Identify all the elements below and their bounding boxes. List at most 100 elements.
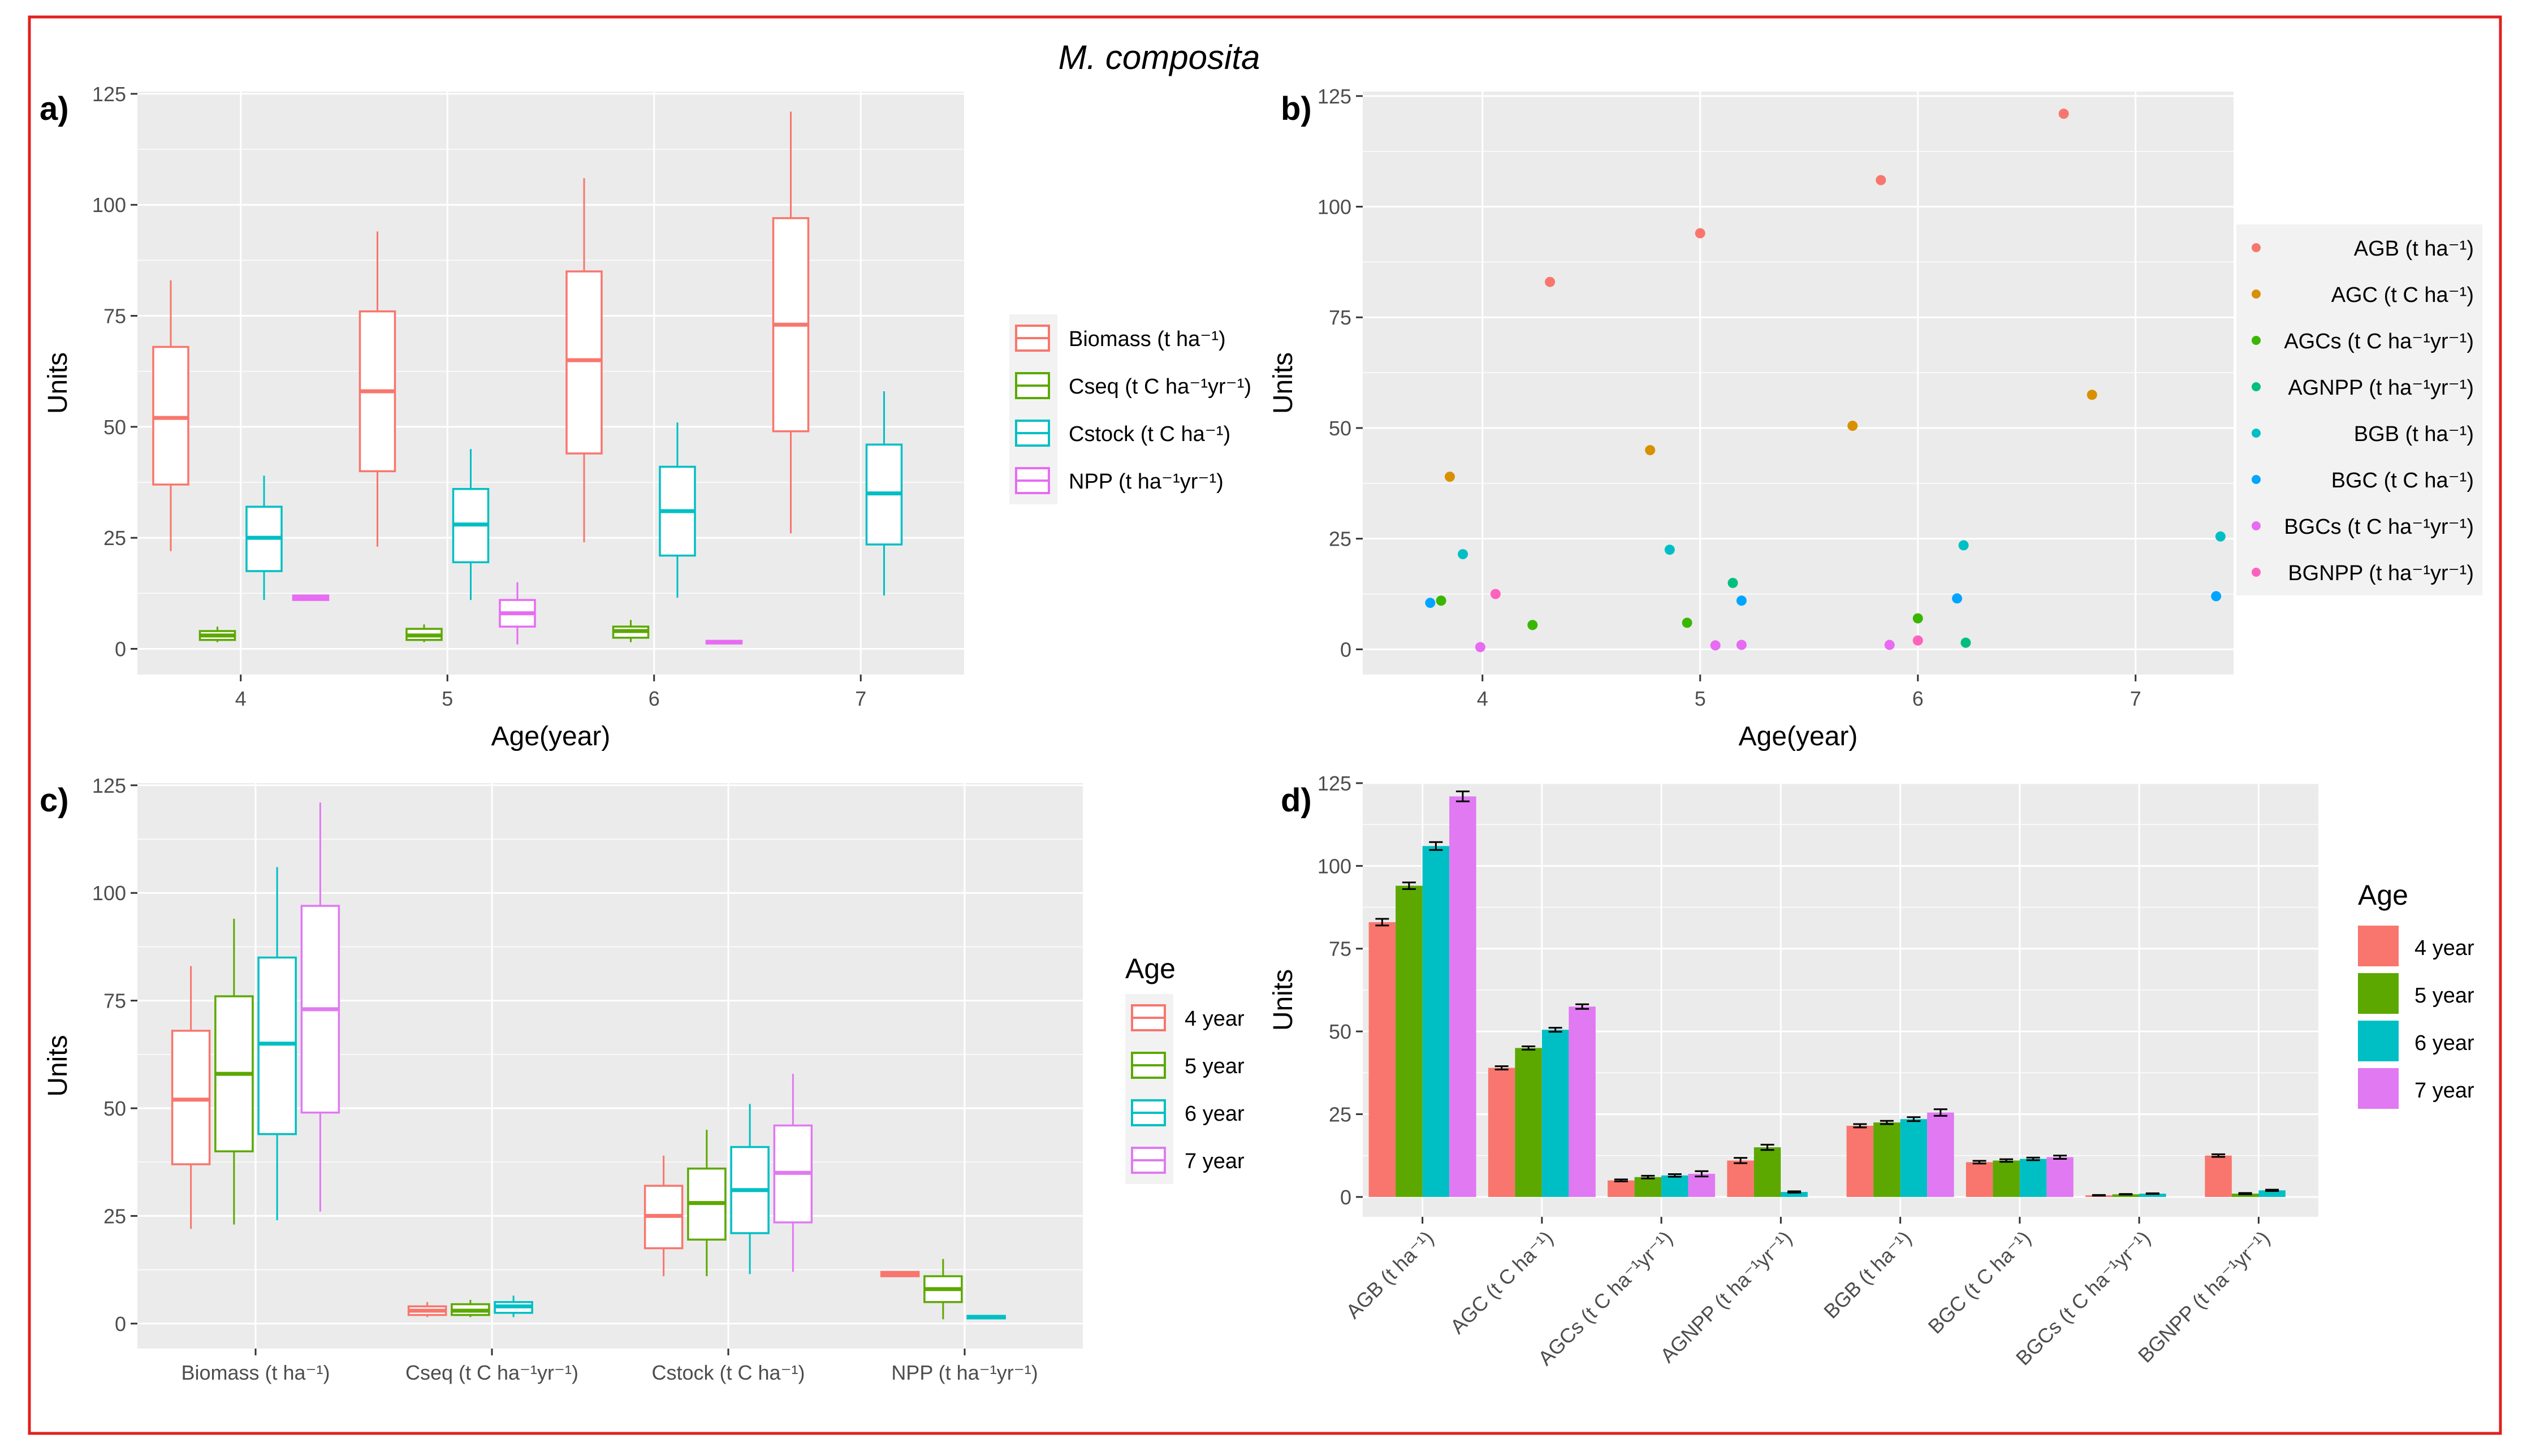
box-cstock-1 [452, 449, 490, 600]
bar-age4-1 [1488, 1065, 1515, 1197]
y-tick-label-125: 125 [1318, 85, 1351, 108]
x-tick-label-4: 4 [1477, 687, 1488, 710]
bar-age4-3 [1727, 1157, 1754, 1197]
panel-c: 0 25 50 75 100 125 Units c) Biomass (t ha⁻¹) Cseq… [40, 774, 1245, 1384]
legend-item-cstock: Cstock (t C ha⁻¹) [1015, 420, 1230, 447]
y-tick-label-25: 25 [103, 1204, 126, 1228]
legend-item-biomass: Biomass (t ha⁻¹) [1015, 325, 1226, 352]
legend-label: BGC (t C ha⁻¹) [2331, 469, 2474, 492]
y-tick-label-0: 0 [1340, 638, 1351, 661]
point-bgc [1952, 593, 1963, 604]
box-body [171, 1030, 211, 1165]
point-agb [2058, 109, 2069, 119]
legend-background [2236, 224, 2482, 595]
x-axis-title: Age(year) [1739, 721, 1858, 751]
x-tick-label-agcs-t-c-ha-yr: AGCs (t C ha⁻¹yr⁻¹) [1534, 1226, 1677, 1370]
legend-item-age6: 6 year [2358, 1021, 2474, 1061]
bar-age4-2 [1608, 1178, 1635, 1197]
x-tick-label-cstock-t-c-ha: Cstock (t C ha⁻¹) [651, 1361, 805, 1384]
legend-item-age5: 5 year [1131, 1052, 1245, 1079]
bar-age7-5 [2046, 1155, 2074, 1197]
legend-item-npp: NPP (t ha⁻¹yr⁻¹) [1015, 467, 1224, 494]
legend-key-swatch [2358, 926, 2399, 966]
box-npp-0 [292, 594, 330, 601]
bar [2112, 1194, 2140, 1197]
y-tick-label-50: 50 [103, 416, 126, 439]
bar-age5-7 [2231, 1192, 2259, 1197]
panel-label: b) [1281, 90, 1312, 127]
point-bgc [1425, 598, 1436, 608]
box-cstock-3 [865, 391, 903, 596]
y-tick-label-0: 0 [1340, 1186, 1351, 1209]
x-tick-label-agb-t-ha: AGB (t ha⁻¹) [1341, 1226, 1438, 1323]
panel-label: c) [40, 782, 69, 819]
x-tick-label-4: 4 [235, 687, 247, 710]
y-tick-label-100: 100 [1318, 854, 1351, 878]
bar-age5-1 [1515, 1045, 1542, 1197]
legend-item-age4: 4 year [1131, 1004, 1245, 1031]
bar-age7-2 [1688, 1170, 1716, 1197]
bar-age6-6 [2139, 1192, 2166, 1197]
bar [2205, 1155, 2232, 1197]
bar-age5-2 [1634, 1174, 1662, 1197]
legend-label: AGB (t ha⁻¹) [2354, 237, 2474, 261]
bar [1515, 1048, 1542, 1197]
legend-key-dot [2252, 290, 2261, 299]
point-bgcs [1710, 640, 1721, 651]
legend-item-bgcs: BGCs (t C ha⁻¹yr⁻¹) [2252, 515, 2474, 539]
bar-age4-5 [1966, 1160, 1993, 1197]
legend-item-agcs: AGCs (t C ha⁻¹yr⁻¹) [2252, 330, 2474, 353]
point-bgc [1736, 595, 1747, 606]
bar-age6-3 [1781, 1190, 1808, 1197]
panel-b: 0 25 50 75 100 125 Units b) Age(year) 4 5 6 7 AGB (t … [1268, 85, 2482, 751]
bar [1396, 885, 1423, 1197]
box-cseq-0 [198, 627, 236, 642]
legend-item-bgb: BGB (t ha⁻¹) [2252, 422, 2474, 446]
figure-title: M. composita [1059, 38, 1260, 76]
legend-label: 5 year [1185, 1055, 1245, 1078]
box-cseq-1 [405, 624, 443, 642]
point-bgc [2211, 591, 2222, 602]
x-tick-label-npp-t-ha-yr: NPP (t ha⁻¹yr⁻¹) [891, 1361, 1038, 1384]
y-axis-title: Units [1268, 352, 1298, 414]
legend-title: Age [2358, 879, 2408, 911]
bar [2258, 1190, 2286, 1197]
point-agb [1545, 276, 1556, 287]
box-age6-2 [730, 1104, 770, 1274]
y-tick-label-75: 75 [1329, 937, 1351, 961]
panel-background [137, 92, 964, 675]
box-age6-3 [966, 1315, 1006, 1320]
box-age6-1 [494, 1295, 533, 1317]
box-age4-1 [407, 1302, 447, 1317]
legend-item-agc: AGC (t C ha⁻¹) [2252, 283, 2474, 307]
y-tick-label-75: 75 [103, 990, 126, 1013]
point-bgcs [1736, 640, 1747, 650]
legend-label: AGC (t C ha⁻¹) [2331, 283, 2474, 307]
y-tick-label-75: 75 [103, 305, 126, 328]
legend-label: 4 year [2414, 936, 2474, 960]
point-bgb [1958, 540, 1969, 551]
bar [1900, 1119, 1928, 1197]
bar-age6-0 [1422, 841, 1450, 1197]
y-tick-label-125: 125 [92, 83, 126, 106]
bar-age5-6 [2112, 1193, 2140, 1197]
x-tick-label-agnpp-t-ha-yr: AGNPP (t ha⁻¹yr⁻¹) [1656, 1226, 1796, 1367]
x-tick-label-biomass-t-ha: Biomass (t ha⁻¹) [181, 1361, 330, 1384]
point-agcs [1527, 620, 1538, 630]
legend-label: 4 year [1185, 1007, 1245, 1031]
legend-label: Cstock (t C ha⁻¹) [1069, 422, 1230, 446]
bar [1846, 1125, 1874, 1197]
x-tick-label-cseq-t-c-ha-yr: Cseq (t C ha⁻¹yr⁻¹) [405, 1361, 578, 1384]
bar [1661, 1175, 1688, 1197]
legend-item-age7: 7 year [2358, 1068, 2474, 1109]
bar [1569, 1006, 1596, 1197]
bar-age4-4 [1846, 1123, 1874, 1197]
bar-age6-2 [1661, 1173, 1688, 1197]
bar-age5-0 [1396, 882, 1423, 1197]
bar [1753, 1147, 1781, 1197]
box-age6-0 [257, 867, 297, 1221]
legend-label: NPP (t ha⁻¹yr⁻¹) [1069, 470, 1224, 494]
x-tick-label-agc-t-c-ha: AGC (t C ha⁻¹) [1446, 1226, 1558, 1338]
bar-age6-4 [1900, 1116, 1928, 1197]
bar-age4-7 [2205, 1153, 2232, 1197]
